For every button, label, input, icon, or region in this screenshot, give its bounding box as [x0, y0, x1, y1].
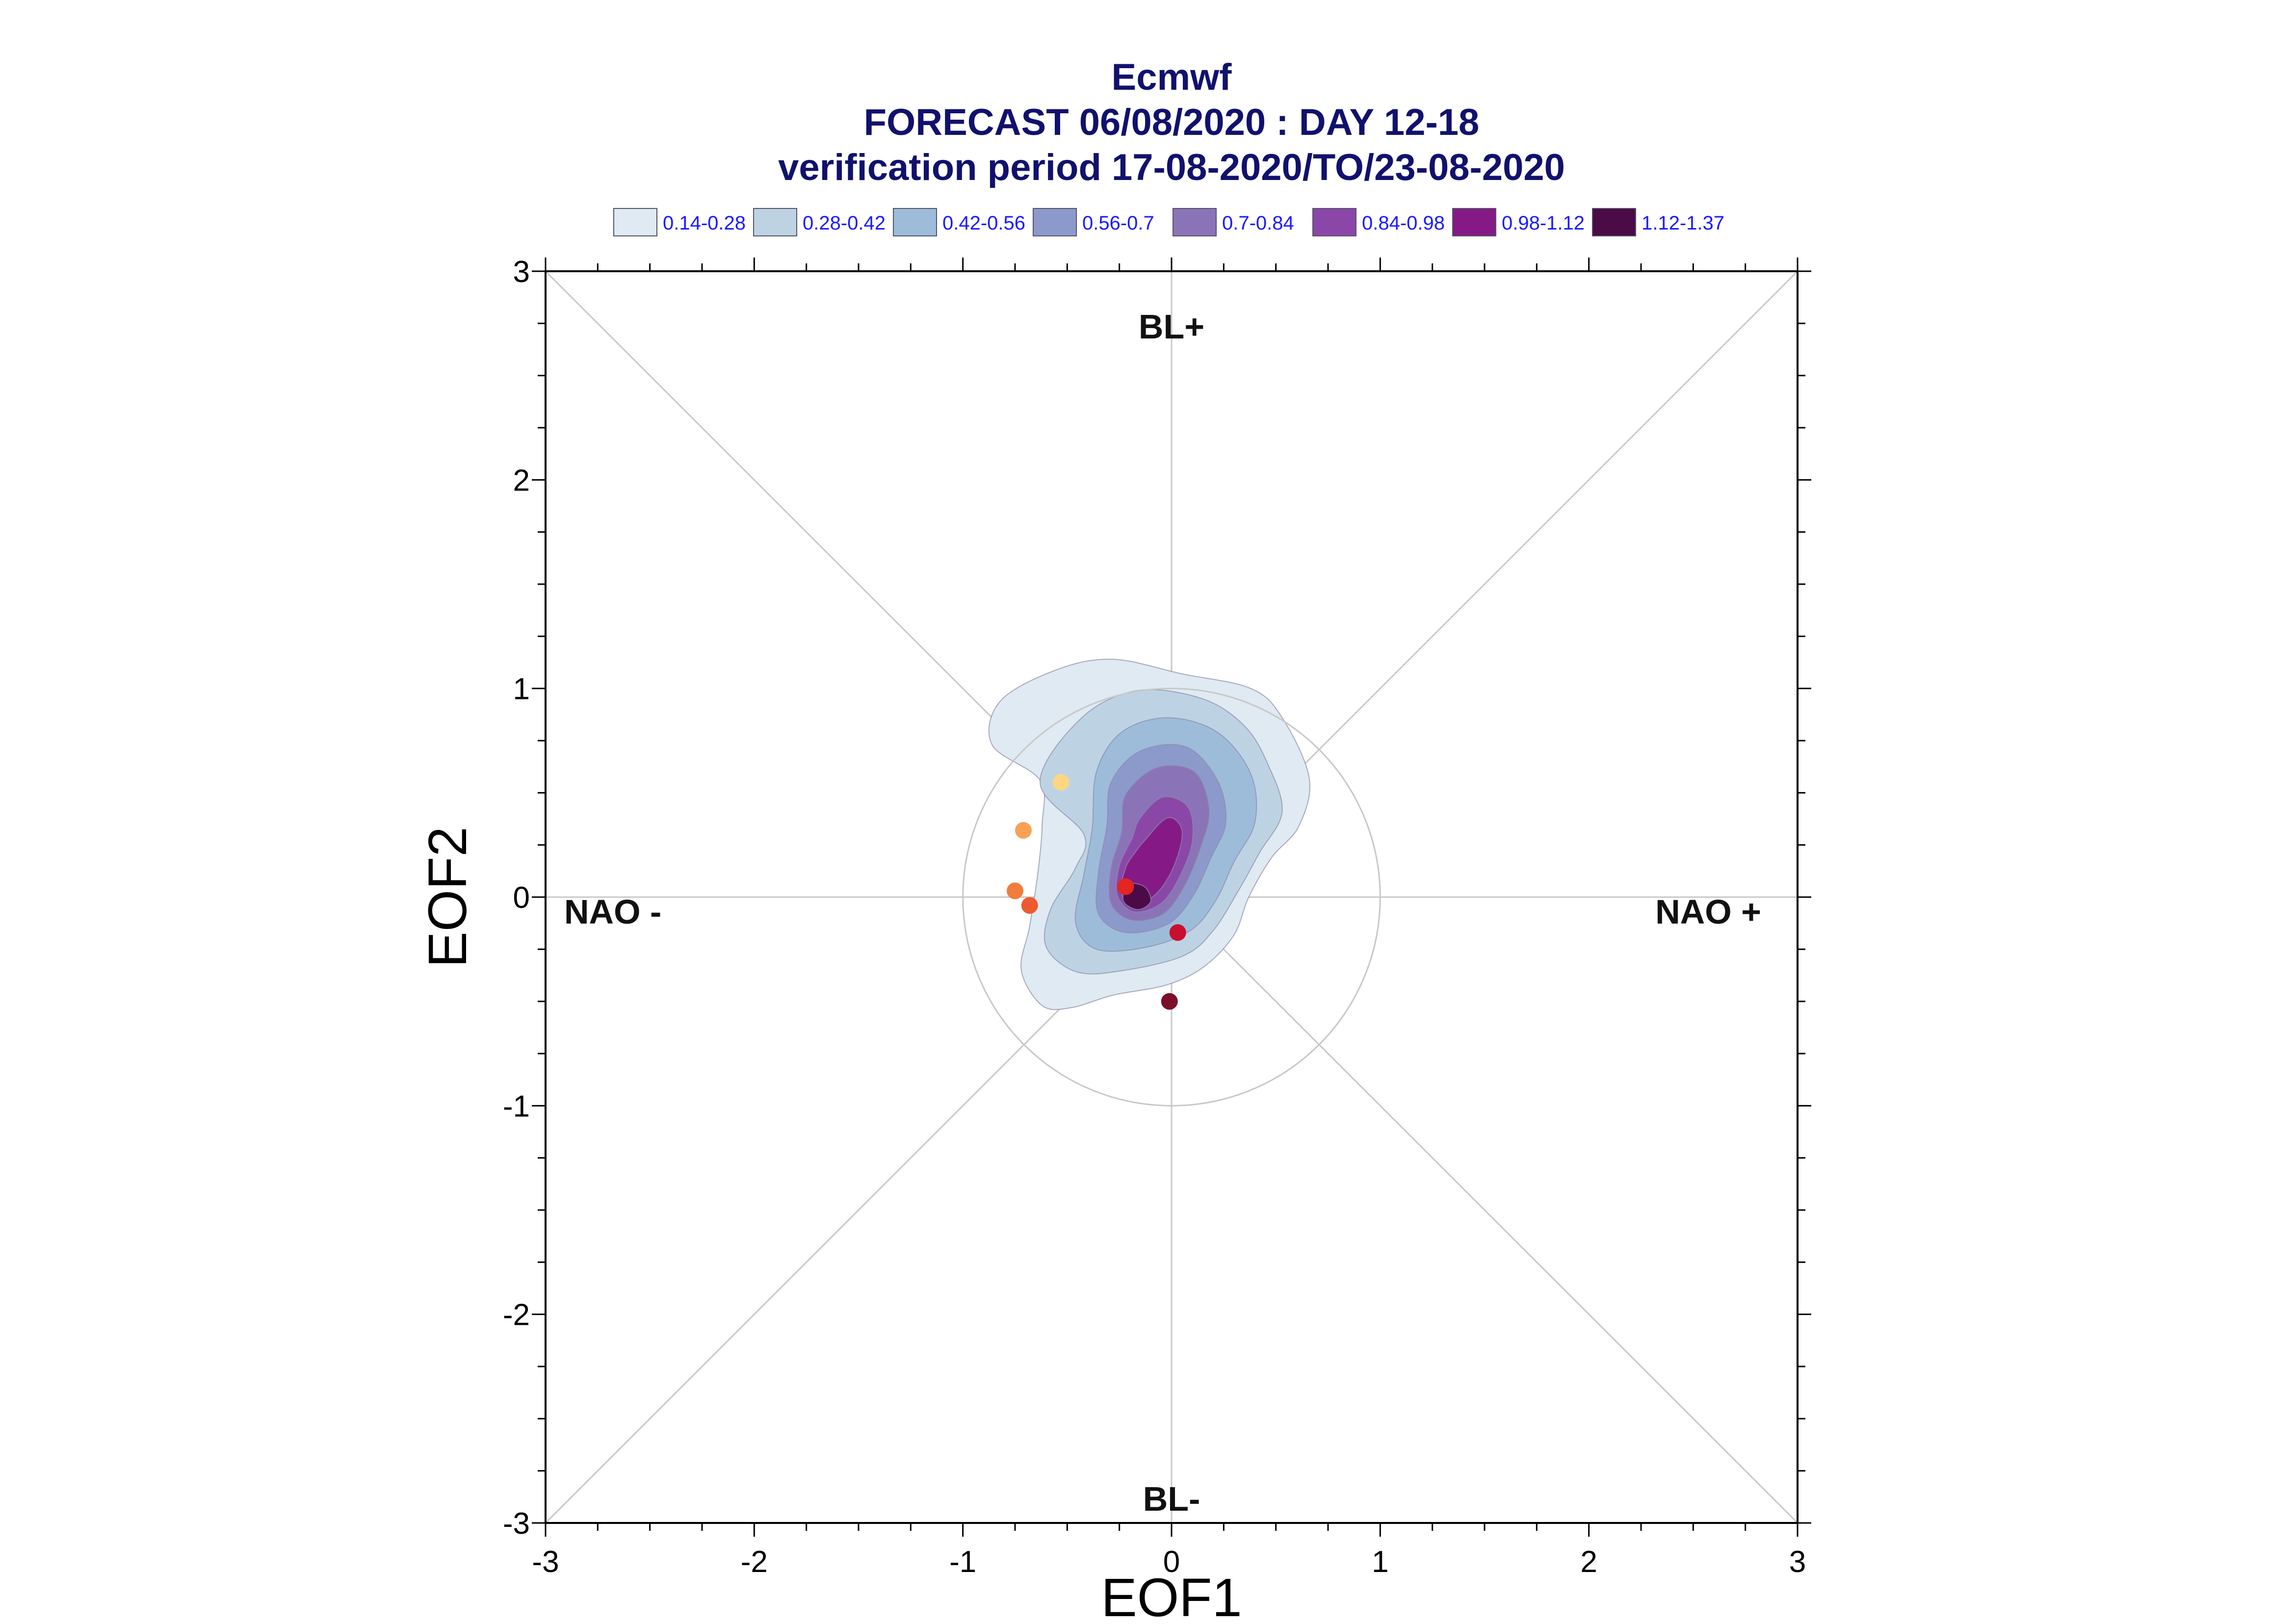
- legend-label: 0.84-0.98: [1362, 212, 1445, 234]
- data-point: [1169, 924, 1186, 941]
- region-label-bl-minus: BL-: [1143, 1480, 1200, 1518]
- legend-swatch: [1452, 208, 1496, 236]
- region-label-nao-minus: NAO -: [564, 893, 661, 931]
- legend-swatch: [753, 208, 797, 236]
- legend-swatch: [1033, 208, 1077, 236]
- x-tick-label: -1: [949, 1545, 976, 1579]
- x-tick-label: -2: [741, 1545, 768, 1579]
- x-axis-title: EOF1: [1101, 1568, 1242, 1624]
- legend-label: 0.98-1.12: [1502, 212, 1585, 234]
- data-point: [1117, 878, 1134, 895]
- x-tick-label: 3: [1789, 1545, 1806, 1579]
- chart-title: Ecmwf: [1112, 56, 1232, 98]
- y-tick-label: -1: [503, 1089, 530, 1123]
- legend-swatch: [613, 208, 657, 236]
- legend-swatch: [893, 208, 937, 236]
- x-tick-label: 0: [1163, 1545, 1180, 1579]
- legend-label: 0.14-0.28: [663, 212, 746, 234]
- y-tick-label: 0: [513, 881, 530, 915]
- y-axis-title: EOF2: [417, 826, 478, 967]
- legend-swatch: [1173, 208, 1217, 236]
- y-tick-label: -3: [503, 1507, 530, 1541]
- data-point: [1021, 897, 1038, 914]
- y-tick-label: -2: [503, 1298, 530, 1332]
- chart-subtitle: FORECAST 06/08/2020 : DAY 12-18: [864, 102, 1480, 143]
- x-tick-label: -3: [532, 1545, 559, 1579]
- data-point: [1052, 774, 1069, 791]
- legend-swatch: [1312, 208, 1356, 236]
- chart-subtitle: verification period 17-08-2020/TO/23-08-…: [778, 147, 1565, 188]
- legend-label: 0.28-0.42: [803, 212, 886, 234]
- plot-area: BL+ BL- NAO - NAO + -3 -2 -1 0 1 2 3 3 2 1 0 -1 -2 -3 EOF1…: [417, 255, 1811, 1624]
- legend-swatch: [1592, 208, 1636, 236]
- legend-label: 1.12-1.37: [1642, 212, 1724, 234]
- x-tick-label: 1: [1372, 1545, 1388, 1579]
- data-point: [1007, 882, 1023, 900]
- x-tick-label: 2: [1580, 1545, 1597, 1579]
- region-label-bl-plus: BL+: [1139, 308, 1204, 346]
- reference-circle: [962, 688, 1381, 1107]
- data-point: [1161, 993, 1178, 1010]
- legend: 0.14-0.28 0.28-0.42 0.42-0.56 0.56-0.7 0.7-0…: [613, 208, 1724, 236]
- legend-label: 0.7-0.84: [1222, 212, 1294, 234]
- y-tick-label: 1: [513, 672, 530, 706]
- region-label-nao-plus: NAO +: [1655, 893, 1761, 931]
- legend-label: 0.42-0.56: [942, 212, 1025, 234]
- y-tick-label: 3: [513, 255, 530, 289]
- legend-label: 0.56-0.7: [1082, 212, 1154, 234]
- data-point: [1015, 822, 1032, 839]
- y-tick-label: 2: [513, 464, 530, 497]
